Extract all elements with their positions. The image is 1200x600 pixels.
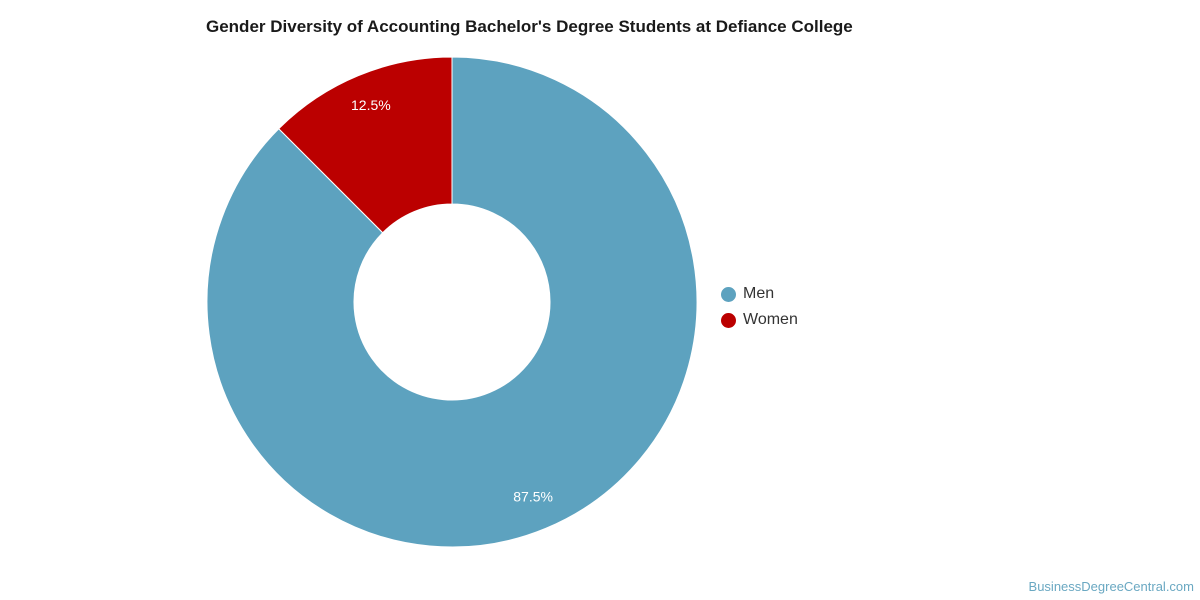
- legend-label-women: Women: [743, 311, 798, 328]
- legend-swatch-men: [721, 286, 736, 302]
- slice-women[interactable]: [278, 56, 453, 234]
- legend-item-men[interactable]: Men: [721, 281, 798, 307]
- chart-title: Gender Diversity of Accounting Bachelor'…: [206, 17, 853, 36]
- legend-swatch-women: [721, 312, 736, 328]
- slice-label-men: 87.5%: [513, 489, 553, 505]
- legend-item-women[interactable]: Women: [721, 307, 798, 333]
- slice-label-women: 12.5%: [351, 97, 391, 113]
- chart-legend: Men Women: [721, 281, 798, 333]
- legend-label-men: Men: [743, 285, 775, 302]
- source-credit-link[interactable]: BusinessDegreeCentral.com: [1028, 579, 1194, 594]
- slice-men[interactable]: [206, 56, 698, 548]
